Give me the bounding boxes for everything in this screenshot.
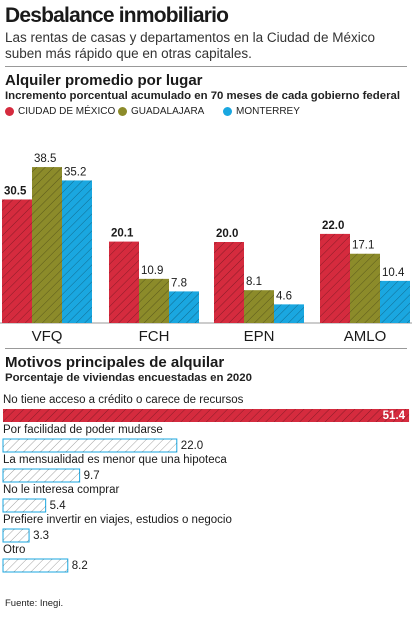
- legend-label-guadalajara: GUADALAJARA: [131, 106, 205, 117]
- bar-hatch: [350, 253, 380, 323]
- bar-value-label: 20.1: [111, 228, 134, 240]
- bar-value-label: 7.8: [171, 277, 187, 289]
- bar-value-label: 3.3: [33, 530, 49, 542]
- legend-swatch-guadalajara: [118, 107, 127, 116]
- bar-hatch: [3, 559, 68, 572]
- bar-value-label: 38.5: [34, 153, 56, 165]
- bar-value-label: 8.2: [72, 560, 88, 572]
- x-tick-label: FCH: [139, 328, 170, 345]
- legend-item-cdmx: CIUDAD DE MÉXICO: [5, 106, 115, 117]
- bar-hatch: [2, 199, 32, 323]
- bar-hatch: [274, 304, 304, 323]
- bar-value-label: 8.1: [246, 276, 262, 288]
- bar-value-label: 17.1: [352, 240, 374, 252]
- chart2-subtitle: Porcentaje de viviendas encuestadas en 2…: [5, 372, 252, 384]
- category-label: No tiene acceso a crédito o carece de re…: [3, 394, 244, 406]
- bar-hatch: [3, 529, 30, 542]
- bar-hatch: [109, 241, 139, 323]
- divider: [5, 66, 407, 67]
- bar-value-label: 9.7: [84, 470, 100, 482]
- x-tick-label: EPN: [244, 328, 275, 345]
- chart2-title: Motivos principales de alquilar: [5, 354, 225, 371]
- bar-hatch: [380, 280, 410, 323]
- legend-label-monterrey: MONTERREY: [236, 106, 300, 117]
- horizontal-bar-chart: No tiene acceso a crédito o carece de re…: [2, 394, 410, 573]
- chart1-subtitle: Incremento porcentual acumulado en 70 me…: [5, 90, 400, 102]
- category-label: Por facilidad de poder mudarse: [3, 424, 163, 436]
- category-label: Otro: [3, 544, 25, 556]
- bar-hatch: [214, 242, 244, 323]
- page-title: Desbalance inmobiliario: [5, 4, 229, 27]
- bar-value-label: 51.4: [383, 410, 406, 422]
- legend-swatch-cdmx: [5, 107, 14, 116]
- legend-swatch-monterrey: [223, 107, 232, 116]
- bar-hatch: [3, 469, 80, 482]
- bar-hatch: [3, 439, 177, 452]
- bar-value-label: 5.4: [50, 500, 67, 512]
- chart1-title: Alquiler promedio por lugar: [5, 72, 203, 89]
- bar-value-label: 30.5: [4, 185, 27, 197]
- legend-item-monterrey: MONTERREY: [223, 106, 300, 117]
- bar-value-label: 35.2: [64, 166, 86, 178]
- bar-hatch: [244, 290, 274, 323]
- x-tick-label: AMLO: [344, 328, 387, 345]
- legend-item-guadalajara: GUADALAJARA: [118, 106, 204, 117]
- category-label: Prefiere invertir en viajes, estudios o …: [3, 514, 232, 526]
- bar-hatch: [3, 409, 410, 422]
- bar-hatch: [320, 233, 350, 323]
- bar-value-label: 10.9: [141, 265, 163, 277]
- bar-hatch: [62, 180, 92, 323]
- category-label: No le interesa comprar: [3, 484, 119, 496]
- divider: [5, 348, 407, 349]
- bar-hatch: [139, 278, 169, 323]
- bar-hatch: [169, 291, 199, 323]
- bar-value-label: 10.4: [382, 267, 405, 279]
- bar-value-label: 22.0: [322, 220, 344, 232]
- page-subtitle: Las rentas de casas y departamentos en l…: [5, 30, 375, 61]
- bar-value-label: 4.6: [276, 290, 292, 302]
- source-note: Fuente: Inegi.: [5, 598, 64, 609]
- bar-value-label: 22.0: [181, 440, 203, 452]
- bar-value-label: 20.0: [216, 228, 238, 240]
- category-label: La mensualidad es menor que una hipoteca: [3, 454, 227, 466]
- bar-hatch: [32, 167, 62, 323]
- legend-label-cdmx: CIUDAD DE MÉXICO: [18, 106, 116, 117]
- grouped-bar-chart: 30.5 38.5 35.2 VFQ 20.1 10.9 7.8 FCH 20.0 8.1 4.6 E…: [0, 153, 412, 345]
- x-tick-label: VFQ: [32, 328, 63, 345]
- bar-hatch: [3, 499, 46, 512]
